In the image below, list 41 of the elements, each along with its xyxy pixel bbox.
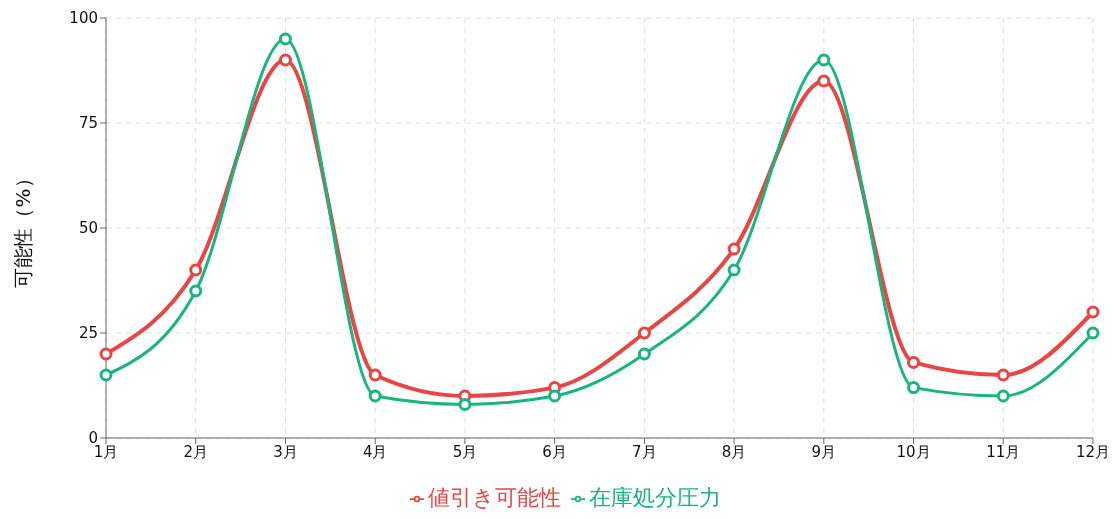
point bbox=[727, 263, 741, 277]
point bbox=[637, 347, 651, 361]
x-tick-label: 2月 bbox=[183, 442, 208, 461]
x-tick-label: 7月 bbox=[632, 442, 657, 461]
point bbox=[278, 53, 292, 67]
x-tick-label: 12月 bbox=[1075, 442, 1111, 461]
point bbox=[189, 284, 203, 298]
legend-label: 在庫処分圧力 bbox=[589, 485, 721, 510]
point bbox=[817, 74, 831, 88]
x-tick-label: 3月 bbox=[273, 442, 298, 461]
y-tick-label: 25 bbox=[78, 324, 98, 343]
legend-label: 値引き可能性 bbox=[428, 485, 561, 510]
point bbox=[727, 242, 741, 256]
x-tick-label: 4月 bbox=[362, 442, 388, 461]
point bbox=[996, 389, 1010, 403]
point bbox=[368, 389, 382, 403]
point bbox=[907, 381, 921, 395]
point bbox=[996, 368, 1010, 382]
x-tick-label: 11月 bbox=[986, 442, 1021, 461]
point bbox=[817, 53, 831, 67]
point bbox=[278, 32, 292, 46]
x-tick-label: 5月 bbox=[452, 442, 478, 461]
point bbox=[99, 347, 113, 361]
x-tick-label: 10月 bbox=[896, 442, 931, 461]
y-tick-label: 50 bbox=[78, 219, 98, 238]
point bbox=[189, 263, 203, 277]
point bbox=[458, 397, 472, 411]
point bbox=[1086, 326, 1100, 340]
x-tick-label: 1月 bbox=[93, 442, 119, 461]
y-tick-label: 100 bbox=[69, 9, 98, 28]
x-tick-label: 8月 bbox=[721, 442, 747, 461]
y-tick-label: 75 bbox=[78, 114, 98, 133]
x-tick-label: 9月 bbox=[811, 442, 837, 461]
point bbox=[99, 368, 113, 382]
point bbox=[907, 355, 921, 369]
point bbox=[548, 389, 562, 403]
y-axis-title: 可能性（%） bbox=[11, 168, 36, 288]
x-tick-label: 6月 bbox=[542, 442, 567, 461]
point bbox=[1086, 305, 1100, 319]
point bbox=[637, 326, 651, 340]
point bbox=[368, 368, 382, 382]
